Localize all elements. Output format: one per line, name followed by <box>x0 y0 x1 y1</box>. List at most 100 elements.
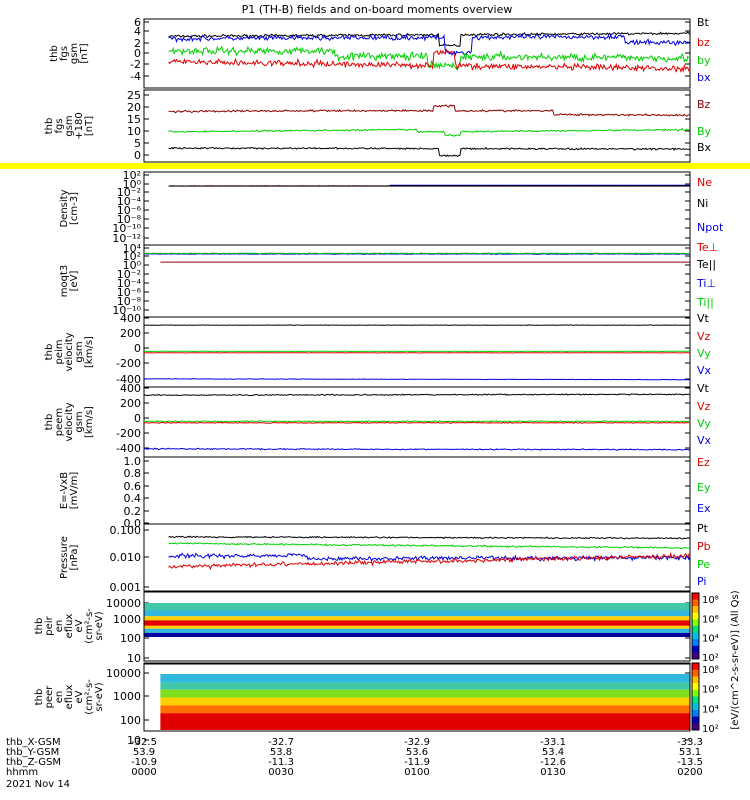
series-Vz <box>143 352 691 354</box>
ytick-label: -400 <box>116 373 141 386</box>
series-By <box>168 128 691 137</box>
legend-By: By <box>697 125 712 138</box>
ytick-label: 10 <box>127 125 141 138</box>
ylabel-line: eflux <box>64 685 75 710</box>
ylabel-line: gsm <box>74 341 85 362</box>
colorbar-segment <box>692 612 699 620</box>
xaxis-value: -32.5 <box>131 737 157 748</box>
xaxis-value: 0130 <box>540 767 565 778</box>
legend-Vt: Vt <box>697 312 710 325</box>
colorbar-tick: 10⁸ <box>702 665 719 676</box>
ylabel-line: gsm <box>74 411 85 432</box>
xaxis-value: 0100 <box>404 767 429 778</box>
series-Bz <box>168 104 691 117</box>
xaxis-value: 53.4 <box>542 747 564 758</box>
ytick-label: 0.8 <box>124 467 142 480</box>
legend-Vy: Vy <box>697 347 711 360</box>
ytick-label: 10⁰ <box>123 178 142 191</box>
colorbar-frame <box>691 592 700 660</box>
series-Bt <box>168 31 691 47</box>
ylabel-line: [cm-3] <box>69 192 80 225</box>
ytick-label: 10000 <box>106 597 141 610</box>
panel-frame <box>143 171 691 246</box>
ylabel-line: [mV/m] <box>69 472 80 510</box>
series-Vy <box>143 420 691 423</box>
spectrogram-band <box>160 705 690 714</box>
ylabel-line: gsm <box>69 43 80 64</box>
spectrogram-band <box>144 620 690 626</box>
legend-Vx: Vx <box>697 434 712 447</box>
panel-efield: 1.00.80.60.40.20.0 E=-VxB [mV/m] Ez Ey Ex <box>59 455 711 530</box>
ylabel-line: (cm²-s- <box>84 608 95 644</box>
colorbar-segment <box>692 669 699 677</box>
ytick-label: 10⁻¹⁰ <box>112 304 141 317</box>
spectrogram-band <box>144 610 690 617</box>
ytick-label: 15 <box>127 113 141 126</box>
ylabel-line: en <box>54 691 65 704</box>
ytick-label: 10² <box>123 250 141 263</box>
ylabel-line: sr-eV) <box>94 611 105 640</box>
ytick-label: 2 <box>134 37 141 50</box>
ytick-label: 0.100 <box>110 524 142 537</box>
colorbar-segment <box>692 696 699 704</box>
ylabel-line: peim <box>54 339 65 364</box>
colorbar-tick: 10⁸ <box>702 595 719 606</box>
xaxis-value: 53.8 <box>270 747 292 758</box>
xaxis-date: 2021 Nov 14 <box>6 779 70 790</box>
colorbar-tick: 10² <box>702 724 719 735</box>
xaxis-value: 53.9 <box>133 747 155 758</box>
ytick-label: 4 <box>134 25 141 38</box>
ylabel-line: moqt3 <box>59 265 70 298</box>
ytick-label: 0 <box>134 342 141 355</box>
ytick-label: 0.001 <box>110 581 142 594</box>
legend-Bz: Bz <box>697 98 711 111</box>
xaxis-value: 53.1 <box>679 747 701 758</box>
ytick-label: 1.0 <box>124 455 142 468</box>
colorbar-segment <box>692 645 699 653</box>
ytick-label: 10⁻² <box>117 268 141 281</box>
colorbar-segment <box>692 632 699 640</box>
legend-Pe: Pe <box>697 558 710 571</box>
spectrogram-band <box>144 625 690 629</box>
ylabel-line: thb <box>49 45 60 62</box>
ylabel-line: eflux <box>64 614 75 639</box>
ytick-label: 10⁻⁴ <box>117 277 142 290</box>
ytick-label: 0.0 <box>124 517 142 530</box>
ylabel-line: (cm²-s- <box>84 679 95 715</box>
series-Vt <box>143 393 691 397</box>
ytick-label: 1000 <box>113 690 141 703</box>
legend-Te||: Te|| <box>696 258 716 271</box>
colorbar-segment <box>692 683 699 691</box>
ylabel-line: [eV] <box>69 271 80 292</box>
legend-Pb: Pb <box>697 540 711 553</box>
ylabel-line: eV <box>74 690 85 703</box>
panel-peir: 10000 1000 100 10 thb peir en eflux eV (cm²-s-sr-… <box>34 590 691 665</box>
xaxis-row-label: thb_Z-GSM <box>6 757 61 768</box>
ylabel-line: thb <box>34 689 45 706</box>
ylabel-line: thb <box>44 118 55 135</box>
spectrogram-band <box>144 603 690 611</box>
xaxis-value: 0000 <box>131 767 156 778</box>
spectrogram-frame <box>143 591 691 662</box>
ylabel-line: Density <box>59 189 70 227</box>
ytick-label: 200 <box>120 327 141 340</box>
legend-Ey: Ey <box>697 481 711 494</box>
ylabel-line: velocity <box>64 402 75 441</box>
panel-peer: 10000 1000 100 10 thb peer en eflux eV (cm²-s-sr-… <box>34 662 691 747</box>
x-axis-labels: thb_X-GSM -32.5 -32.7 -32.9 -33.1 -33.3 thb_Y-… <box>6 737 703 790</box>
ylabel-line: [km/s] <box>84 406 95 438</box>
spectrogram-band <box>160 674 690 683</box>
ytick-label: 0.6 <box>124 480 142 493</box>
xaxis-row-label: thb_X-GSM <box>6 737 61 748</box>
legend-Te⊥: Te⊥ <box>696 241 718 254</box>
legend-Vy: Vy <box>697 417 711 430</box>
colorbar-segment <box>692 676 699 684</box>
ytick-label: 20 <box>127 101 141 114</box>
ylabel-line: [km/s] <box>84 336 95 368</box>
ytick-label: 10⁻¹² <box>112 232 141 245</box>
colorbar-segment <box>692 599 699 607</box>
panel-pressure: 0.100 0.010 0.001 Pressure [nPa] Pt Pb Pe Pi <box>59 522 711 594</box>
colorbar-segment <box>692 663 699 671</box>
